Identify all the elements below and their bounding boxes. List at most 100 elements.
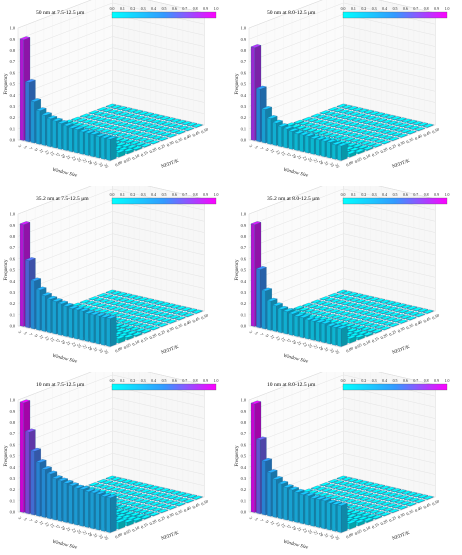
y-tick-label: 0.25	[388, 143, 397, 151]
colorbar-tick-label: 0.2	[130, 379, 135, 383]
panel-title-text: 50 nm at 8.0-12.5 μm	[267, 10, 316, 16]
y-tick-label: 0.50	[200, 498, 209, 506]
colorbar-tick-label: 0.1	[351, 7, 356, 11]
colorbar-tick-label: 0.6	[403, 379, 408, 383]
y-tick-label: 0.15	[140, 522, 149, 530]
x-tick-label: 7	[259, 332, 264, 336]
colorbar-tick-label: 0.6	[172, 379, 177, 383]
colorbar-tick-label: 0.1	[120, 193, 125, 197]
z-tick-label: 0.4	[241, 93, 247, 98]
colorbar-gradient	[112, 384, 216, 390]
z-tick-label: 0.6	[241, 256, 247, 261]
z-tick-label: 0.3	[241, 104, 246, 109]
z-tick-label: 0.4	[10, 465, 16, 470]
colorbar-tick-label: 0.3	[141, 379, 146, 383]
z-tick-label: 0.1	[10, 312, 15, 317]
colorbar-tick-label: 0.0	[110, 193, 115, 197]
colorbar-tick-label: 0.5	[393, 193, 398, 197]
x-tick-label: 35	[334, 163, 340, 169]
z-tick-label: 0.8	[241, 420, 246, 425]
y-tick-label: 0.25	[388, 515, 397, 523]
x-tick-label: 35	[103, 163, 109, 169]
colorbar-gradient	[343, 12, 447, 18]
colorbar-gradient	[112, 12, 216, 18]
x-tick-label: 3	[17, 516, 22, 520]
bar	[337, 143, 347, 161]
z-tick-label: 0.3	[10, 104, 15, 109]
bar	[337, 503, 347, 533]
x-tick-label: 3	[248, 516, 253, 520]
z-tick-label: 0.7	[241, 245, 247, 250]
z-tick-label: 0.1	[241, 498, 246, 503]
panel-title-text: 10 nm at 8.0-12.5 μm	[267, 382, 316, 388]
z-tick-label: 0.8	[241, 234, 246, 239]
colorbar-tick-label: 0.0	[341, 193, 346, 197]
z-tick-labels: 0.00.10.20.30.40.50.60.70.80.91.0	[241, 212, 247, 329]
z-tick-label: 0.4	[241, 465, 247, 470]
z-tick-label: 0.5	[241, 268, 246, 273]
y-tick-label: 0.05	[354, 156, 363, 164]
y-tick-label: 0.00	[114, 159, 123, 167]
x-axis-label: Window Size	[283, 354, 310, 365]
z-tick-label: 1.0	[10, 26, 15, 31]
z-tick-label: 0.5	[241, 454, 246, 459]
y-tick-label: 0.40	[183, 319, 192, 327]
colorbar-tick-label: 0.7	[413, 379, 418, 383]
y-tick-label: 0.45	[423, 316, 432, 324]
panel-title: 10 nm at 8.0-12.5 μm	[267, 382, 316, 388]
chart-svg: 0.00.10.20.30.40.50.60.70.80.91.0Frequen…	[0, 372, 231, 555]
y-tick-label: 0.45	[423, 130, 432, 138]
colorbar-tick-label: 1.0	[214, 7, 219, 11]
y-tick-label: 0.05	[123, 156, 132, 164]
y-axis-label: NEDT/K	[392, 159, 411, 170]
colorbar-tick-label: 0.4	[151, 193, 156, 197]
colorbar-tick-label: 0.6	[172, 193, 177, 197]
x-tick-label: 35	[103, 535, 109, 541]
y-tick-label: 0.15	[371, 336, 380, 344]
y-tick-label: 0.45	[423, 502, 432, 510]
y-tick-label: 0.15	[140, 150, 149, 158]
y-tick-label: 0.20	[149, 518, 158, 526]
y-tick-label: 0.10	[131, 153, 140, 161]
colorbar-tick-label: 0.7	[182, 7, 187, 11]
z-tick-label: 0.6	[10, 256, 16, 261]
colorbar-tick-label: 0.9	[434, 193, 439, 197]
z-tick-label: 0.6	[10, 442, 16, 447]
z-tick-labels: 0.00.10.20.30.40.50.60.70.80.91.0	[10, 26, 16, 143]
z-tick-label: 0.5	[10, 454, 15, 459]
colorbar-tick-label: 0.3	[141, 7, 146, 11]
colorbar-tick-label: 0.8	[424, 379, 429, 383]
y-tick-label: 0.05	[123, 342, 132, 350]
y-tick-label: 0.30	[397, 512, 406, 520]
x-tick-label: 7	[259, 518, 264, 522]
y-tick-label: 0.35	[174, 322, 183, 330]
y-tick-label: 0.45	[192, 130, 201, 138]
panel-title: 35.2 nm at 7.5-12.5 μm	[36, 196, 89, 202]
z-axis-label: Frequency	[4, 259, 9, 281]
colorbar-gradient	[343, 384, 447, 390]
y-axis-label: NEDT/K	[161, 159, 180, 170]
y-tick-label: 0.40	[183, 133, 192, 141]
z-tick-label: 0.9	[241, 409, 246, 414]
z-tick-label: 0.2	[10, 115, 15, 120]
x-tick-label: 3	[248, 144, 253, 148]
colorbar-tick-label: 0.7	[182, 193, 187, 197]
z-tick-label: 0.3	[241, 476, 246, 481]
panel-title-text: 10 nm at 7.5-12.5 μm	[36, 382, 85, 388]
colorbar-tick-label: 0.4	[382, 7, 387, 11]
z-tick-label: 0.6	[241, 70, 247, 75]
colorbar-tick-label: 0.4	[382, 379, 387, 383]
x-axis-label: Window Size	[283, 168, 310, 179]
colorbar-tick-label: 0.4	[382, 193, 387, 197]
y-axis-label: NEDT/K	[392, 531, 411, 542]
y-tick-label: 0.50	[200, 312, 209, 320]
y-tick-label: 0.05	[354, 528, 363, 536]
y-tick-label: 0.50	[200, 126, 209, 134]
y-tick-label: 0.10	[131, 339, 140, 347]
colorbar-tick-label: 1.0	[214, 193, 219, 197]
x-axis-label: Window Size	[283, 540, 310, 551]
colorbar-tick-label: 0.3	[372, 193, 377, 197]
colorbar-tick-label: 0.1	[351, 379, 356, 383]
